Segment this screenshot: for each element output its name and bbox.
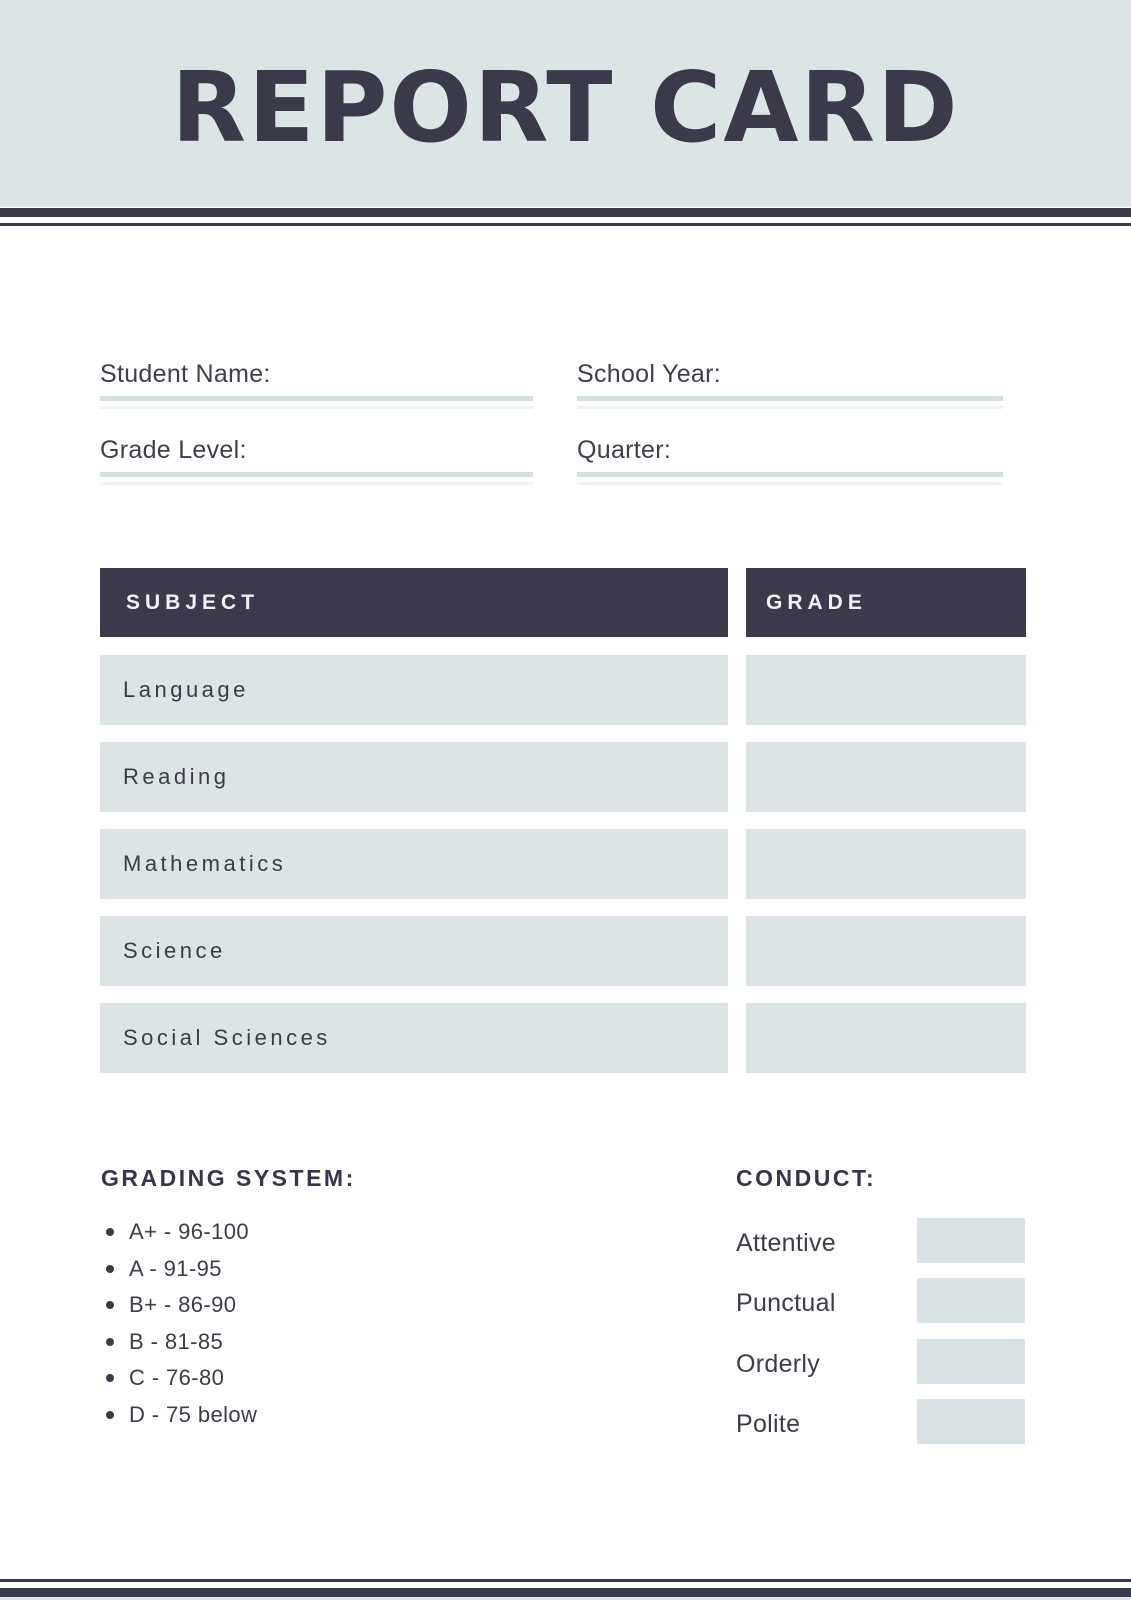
conduct-label-attentive: Attentive: [736, 1229, 836, 1257]
grading-item: B - 81-85: [100, 1324, 257, 1361]
bullet-dot-icon: [106, 1301, 114, 1310]
quarter-field[interactable]: [577, 472, 1003, 485]
column-header-subject: SUBJECT: [100, 568, 728, 637]
school-year-field[interactable]: [577, 396, 1003, 409]
grading-item: B+ - 86-90: [100, 1287, 257, 1324]
conduct-label-orderly: Orderly: [736, 1350, 821, 1378]
grade-cell-science[interactable]: [746, 916, 1026, 986]
student-name-field[interactable]: [100, 396, 533, 409]
subject-cell-science: Science: [100, 916, 728, 986]
bottom-band: [0, 1597, 1131, 1600]
grading-item: A - 91-95: [100, 1251, 257, 1288]
grading-item-label: B - 81-85: [129, 1328, 224, 1354]
conduct-label-polite: Polite: [736, 1410, 801, 1438]
bullet-dot-icon: [106, 1374, 114, 1383]
grading-system-heading: GRADING SYSTEM:: [101, 1165, 356, 1191]
conduct-heading: CONDUCT:: [736, 1165, 877, 1191]
grade-cell-social-sciences[interactable]: [746, 1003, 1026, 1073]
header-band: REPORT CARD: [0, 0, 1131, 207]
grade-cell-mathematics[interactable]: [746, 829, 1026, 899]
grading-item-label: D - 75 below: [129, 1401, 258, 1427]
grading-item-label: A+ - 96-100: [129, 1219, 249, 1244]
conduct-box-orderly[interactable]: [917, 1339, 1025, 1384]
grading-item-label: C - 76-80: [129, 1365, 225, 1391]
top-rule-thin: [0, 223, 1131, 226]
subject-cell-language: Language: [100, 655, 728, 725]
grading-item: A+ - 96-100: [100, 1214, 257, 1251]
quarter-label: Quarter:: [577, 436, 672, 464]
bottom-rule-thick: [0, 1588, 1131, 1597]
column-header-grade: GRADE: [746, 568, 1026, 637]
top-rule-thick: [0, 208, 1131, 217]
conduct-box-attentive[interactable]: [917, 1218, 1025, 1263]
bullet-dot-icon: [106, 1410, 114, 1419]
bullet-dot-icon: [106, 1337, 114, 1346]
subject-cell-social-sciences: Social Sciences: [100, 1003, 728, 1073]
school-year-label: School Year:: [577, 360, 721, 388]
grade-cell-reading[interactable]: [746, 742, 1026, 812]
conduct-box-polite[interactable]: [917, 1399, 1025, 1444]
report-title: REPORT CARD: [171, 51, 960, 164]
grading-item-label: A - 91-95: [129, 1255, 222, 1281]
bullet-dot-icon: [106, 1264, 114, 1273]
conduct-label-punctual: Punctual: [736, 1289, 836, 1317]
grading-item-label: B+ - 86-90: [129, 1292, 237, 1318]
student-name-label: Student Name:: [100, 360, 271, 388]
grading-item: C - 76-80: [100, 1360, 257, 1397]
bottom-rule-thin: [0, 1579, 1131, 1582]
grade-cell-language[interactable]: [746, 655, 1026, 725]
grade-level-field[interactable]: [100, 472, 533, 485]
subject-cell-mathematics: Mathematics: [100, 829, 728, 899]
grade-level-label: Grade Level:: [100, 436, 247, 464]
subject-cell-reading: Reading: [100, 742, 728, 812]
grading-system-list: A+ - 96-100 A - 91-95 B+ - 86-90 B - 81-…: [100, 1214, 257, 1434]
conduct-box-punctual[interactable]: [917, 1278, 1025, 1323]
bullet-dot-icon: [106, 1228, 114, 1236]
grading-item: D - 75 below: [100, 1397, 257, 1434]
